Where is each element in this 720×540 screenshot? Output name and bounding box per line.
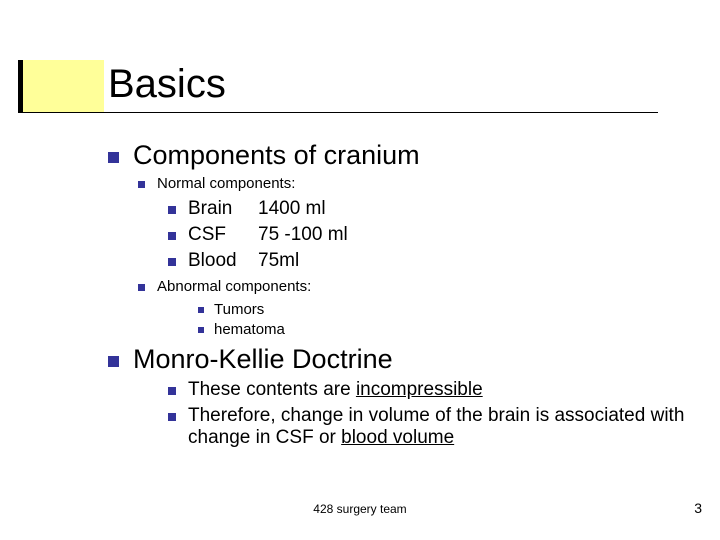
list-item: Brain 1400 ml — [168, 198, 700, 220]
slide-body: Components of cranium Normal components:… — [108, 140, 700, 453]
section-heading: Components of cranium — [133, 140, 420, 171]
square-bullet-icon — [138, 284, 145, 291]
square-bullet-icon — [168, 387, 176, 395]
slide-title-block: Basics — [0, 60, 720, 105]
list-item: Components of cranium — [108, 140, 700, 171]
sub-label: Normal components: — [157, 175, 295, 192]
list-item: Abnormal components: — [138, 278, 700, 295]
square-bullet-icon — [168, 413, 176, 421]
slide-title: Basics — [108, 62, 720, 107]
square-bullet-icon — [108, 152, 119, 163]
square-bullet-icon — [198, 327, 204, 333]
section-heading: Monro-Kellie Doctrine — [133, 344, 393, 375]
title-underline — [18, 112, 658, 113]
component-row: Brain 1400 ml — [188, 198, 326, 220]
sub-label: Abnormal components: — [157, 278, 311, 295]
component-value: 75 -100 ml — [258, 224, 348, 246]
text-part: These contents are — [188, 379, 356, 400]
square-bullet-icon — [168, 258, 176, 266]
list-item: hematoma — [198, 321, 700, 338]
component-row: CSF 75 -100 ml — [188, 224, 348, 246]
list-item: Blood 75ml — [168, 250, 700, 272]
underlined-term: blood volume — [341, 427, 454, 448]
component-row: Blood 75ml — [188, 250, 299, 272]
component-name: Brain — [188, 198, 258, 220]
list-item: These contents are incompressible — [168, 379, 700, 401]
footer-team-label: 428 surgery team — [0, 502, 720, 516]
doctrine-point: These contents are incompressible — [188, 379, 483, 401]
component-name: CSF — [188, 224, 258, 246]
page-number: 3 — [694, 500, 702, 516]
square-bullet-icon — [168, 232, 176, 240]
abnormal-item: hematoma — [214, 321, 285, 338]
list-item: Therefore, change in volume of the brain… — [168, 405, 700, 449]
component-value: 75ml — [258, 250, 299, 272]
list-item: Tumors — [198, 301, 700, 318]
square-bullet-icon — [108, 356, 119, 367]
square-bullet-icon — [138, 181, 145, 188]
list-item: Normal components: — [138, 175, 700, 192]
abnormal-item: Tumors — [214, 301, 264, 318]
component-value: 1400 ml — [258, 198, 326, 220]
doctrine-point: Therefore, change in volume of the brain… — [188, 405, 700, 449]
square-bullet-icon — [198, 307, 204, 313]
title-accent-box — [18, 60, 104, 112]
square-bullet-icon — [168, 206, 176, 214]
list-item: CSF 75 -100 ml — [168, 224, 700, 246]
component-name: Blood — [188, 250, 258, 272]
list-item: Monro-Kellie Doctrine — [108, 344, 700, 375]
underlined-term: incompressible — [356, 379, 483, 400]
